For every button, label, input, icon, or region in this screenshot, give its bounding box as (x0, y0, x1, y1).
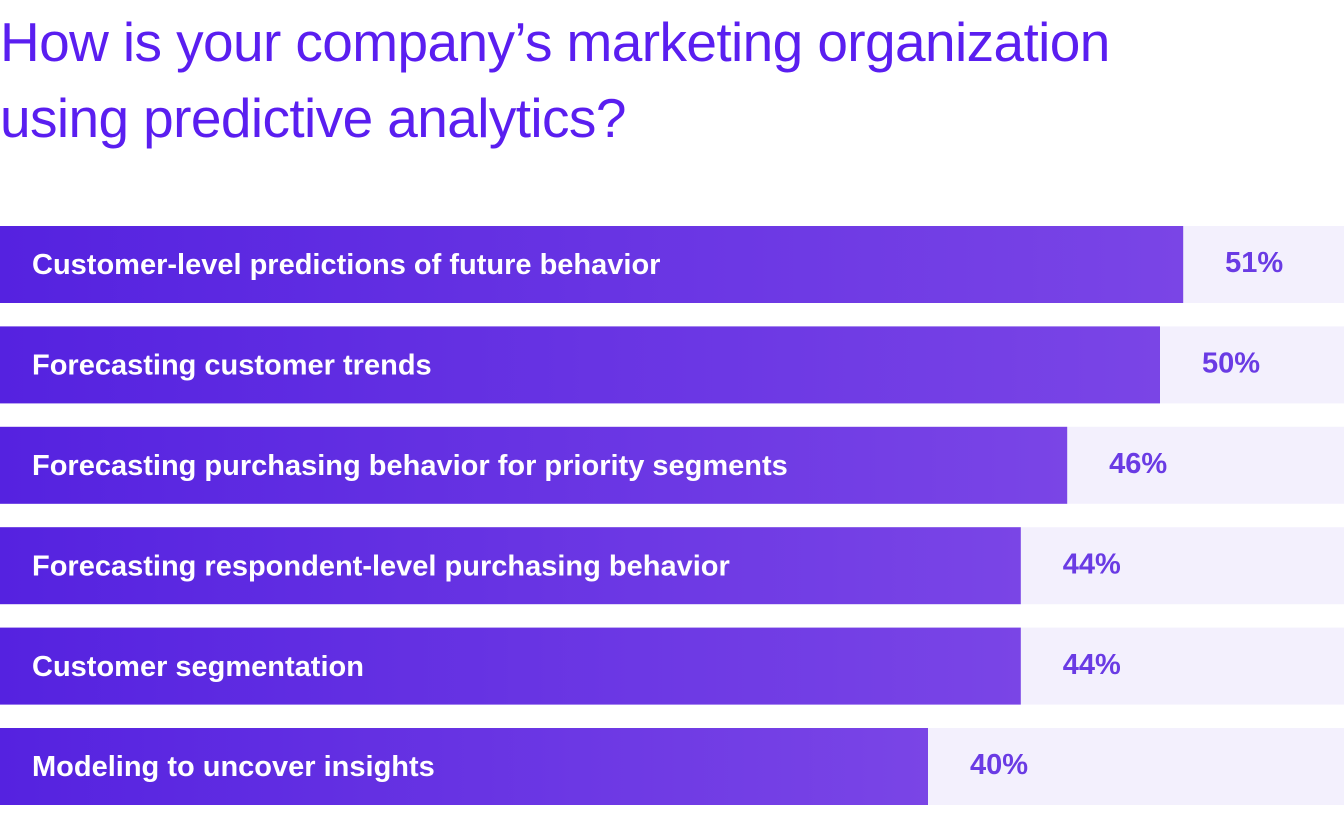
value-label: 46% (1109, 448, 1167, 480)
category-label: Customer segmentation (32, 651, 364, 683)
value-label: 50% (1202, 348, 1260, 380)
chart-title: How is your company’s marketing organiza… (0, 11, 1110, 149)
category-label: Forecasting customer trends (32, 350, 432, 382)
category-label: Modeling to uncover insights (32, 751, 435, 783)
value-label: 44% (1063, 649, 1121, 681)
bar (0, 527, 1021, 605)
value-label: 40% (970, 749, 1028, 781)
bar (0, 728, 928, 805)
category-label: Customer-level predictions of future beh… (32, 249, 660, 281)
bar (0, 326, 1160, 404)
value-label: 51% (1225, 247, 1283, 279)
value-label: 44% (1063, 548, 1121, 580)
bar (0, 226, 1184, 303)
bar (0, 426, 1068, 504)
category-label: Forecasting purchasing behavior for prio… (32, 450, 788, 482)
category-label: Forecasting respondent-level purchasing … (32, 550, 730, 582)
bar (0, 627, 1021, 705)
